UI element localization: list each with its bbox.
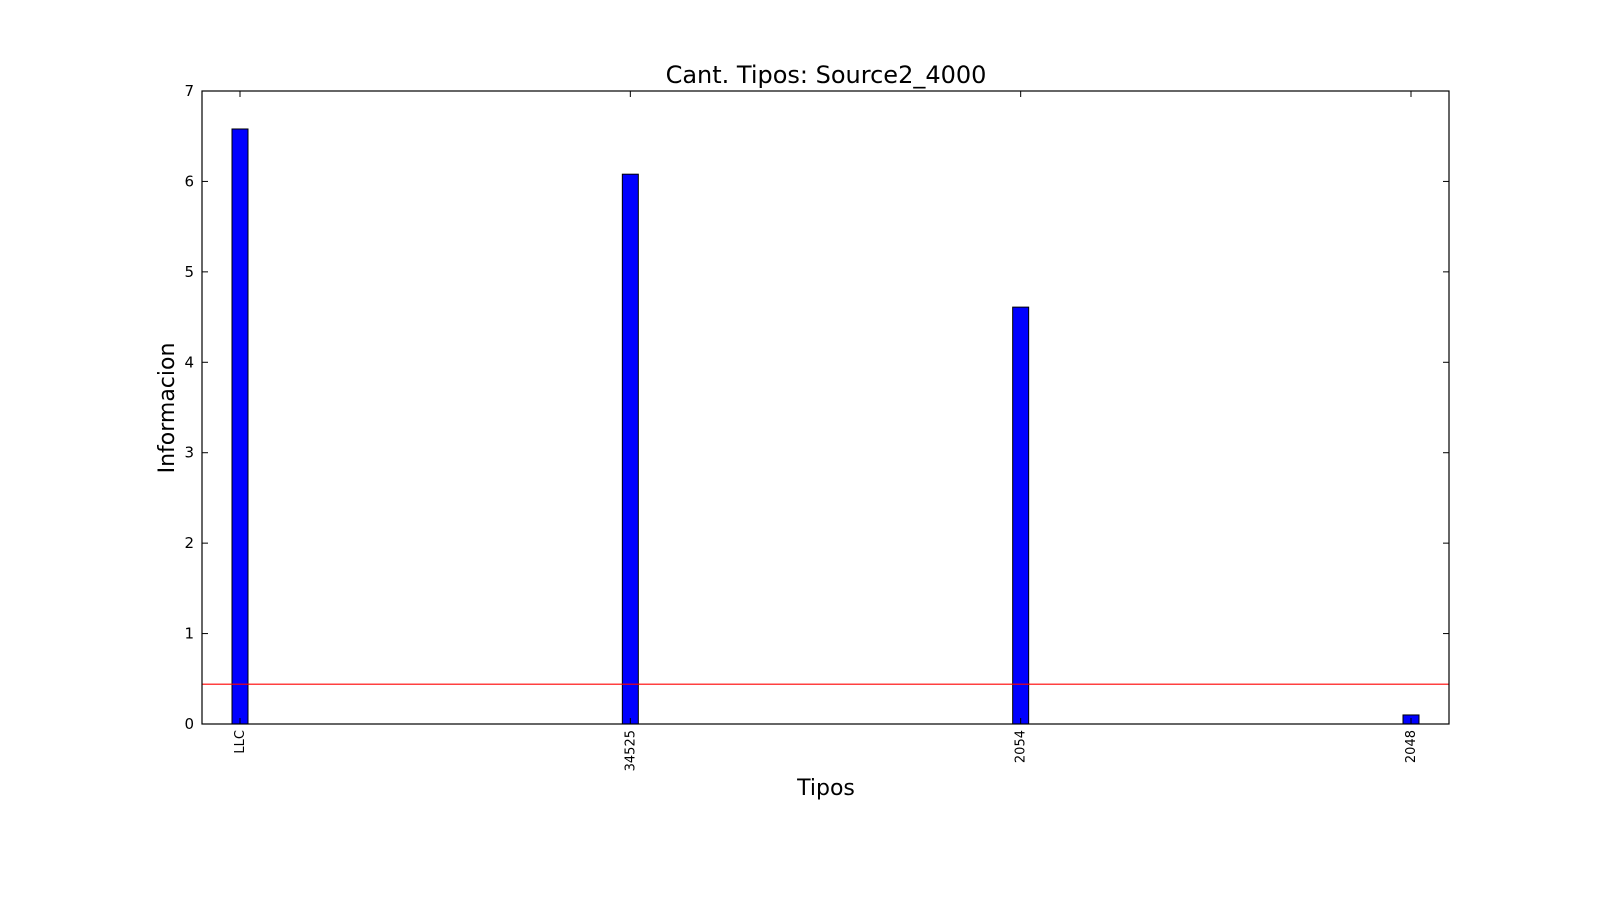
y-tick-label: 7 — [184, 82, 194, 100]
y-tick-label: 5 — [184, 263, 194, 281]
y-tick-label: 6 — [184, 172, 194, 190]
y-axis-title: Informacion — [155, 343, 180, 474]
y-tick-label: 1 — [184, 625, 194, 643]
x-tick-label: LLC — [233, 730, 248, 754]
bar-34525 — [621, 173, 639, 725]
y-tick-label: 3 — [184, 444, 194, 462]
y-tick-label: 0 — [184, 715, 194, 733]
bar-LLC — [231, 128, 249, 725]
x-axis-title: Tipos — [796, 776, 855, 801]
plot-area: 0 1 2 3 4 5 6 7 LLC 34525 2054 2048 — [184, 82, 1450, 771]
x-tick-label: 2048 — [1404, 730, 1419, 763]
plot-frame — [201, 90, 1450, 725]
chart-title: Cant. Tipos: Source2_4000 — [666, 61, 987, 89]
bar-2054 — [1012, 306, 1030, 725]
y-tick-label: 2 — [184, 534, 194, 552]
x-tick-label: 2054 — [1014, 730, 1029, 763]
y-tick-label: 4 — [184, 353, 194, 371]
x-tick-label: 34525 — [623, 730, 638, 771]
